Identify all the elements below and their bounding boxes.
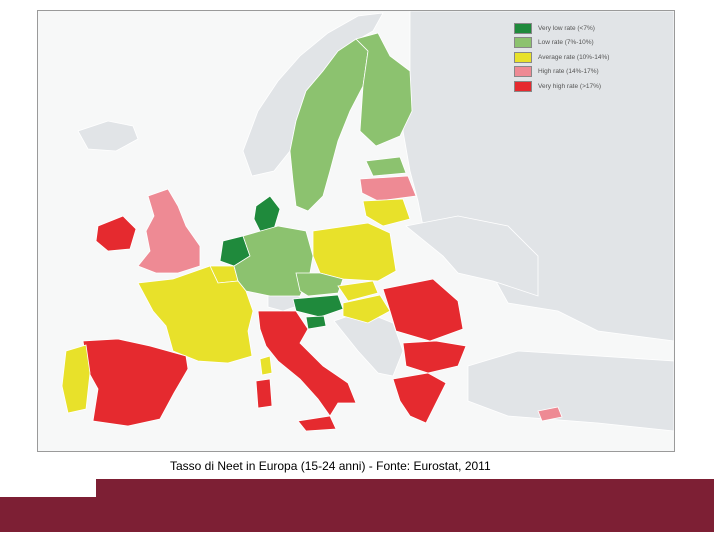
region-greece bbox=[392, 372, 447, 424]
region-poland bbox=[312, 222, 397, 282]
legend-item: Very low rate (<7%) bbox=[514, 21, 654, 36]
legend-label: Very low rate (<7%) bbox=[538, 24, 595, 32]
legend-label: Average rate (10%-14%) bbox=[538, 53, 610, 61]
region-uk bbox=[137, 188, 201, 274]
region-cyprus bbox=[537, 406, 563, 422]
region-bulgaria bbox=[402, 340, 467, 374]
legend-swatch bbox=[514, 51, 532, 63]
region-lithuania bbox=[362, 198, 411, 227]
legend: Very low rate (<7%) Low rate (7%-10%) Av… bbox=[514, 21, 654, 94]
region-estonia bbox=[365, 156, 407, 177]
region-czech bbox=[295, 272, 344, 297]
legend-swatch bbox=[514, 22, 532, 34]
region-denmark bbox=[253, 195, 281, 232]
europe-neet-map: Very low rate (<7%) Low rate (7%-10%) Av… bbox=[37, 10, 675, 452]
region-germany bbox=[233, 225, 314, 297]
legend-item: High rate (14%-17%) bbox=[514, 65, 654, 80]
region-corsica bbox=[259, 355, 273, 376]
region-latvia bbox=[359, 175, 417, 202]
region-slovenia bbox=[305, 315, 327, 330]
region-austria bbox=[292, 294, 344, 318]
region-slovakia bbox=[337, 280, 379, 302]
legend-swatch bbox=[514, 66, 532, 78]
region-sardinia bbox=[255, 378, 273, 409]
map-caption: Tasso di Neet in Europa (15-24 anni) - F… bbox=[170, 459, 491, 473]
footer-bar bbox=[0, 479, 714, 532]
legend-item: Very high rate (>17%) bbox=[514, 79, 654, 94]
legend-item: Low rate (7%-10%) bbox=[514, 36, 654, 51]
legend-swatch bbox=[514, 37, 532, 49]
region-ireland bbox=[95, 215, 137, 252]
legend-label: Low rate (7%-10%) bbox=[538, 39, 594, 47]
region-spain bbox=[82, 338, 189, 427]
footer-notch bbox=[0, 479, 96, 497]
region-finland bbox=[355, 32, 413, 147]
legend-item: Average rate (10%-14%) bbox=[514, 50, 654, 65]
region-sicily bbox=[297, 415, 337, 432]
region-portugal bbox=[61, 344, 91, 414]
legend-label: High rate (14%-17%) bbox=[538, 68, 599, 76]
legend-label: Very high rate (>17%) bbox=[538, 82, 602, 90]
region-france bbox=[137, 265, 254, 364]
map-canvas bbox=[61, 11, 674, 432]
region-ukraine-nodata bbox=[405, 215, 539, 297]
legend-swatch bbox=[514, 80, 532, 92]
region-hungary bbox=[342, 294, 391, 324]
region-romania bbox=[382, 278, 464, 342]
region-italy bbox=[257, 310, 357, 417]
region-iceland-nodata bbox=[77, 120, 139, 152]
region-sweden bbox=[289, 38, 369, 212]
region-turkey-nodata bbox=[467, 350, 674, 432]
